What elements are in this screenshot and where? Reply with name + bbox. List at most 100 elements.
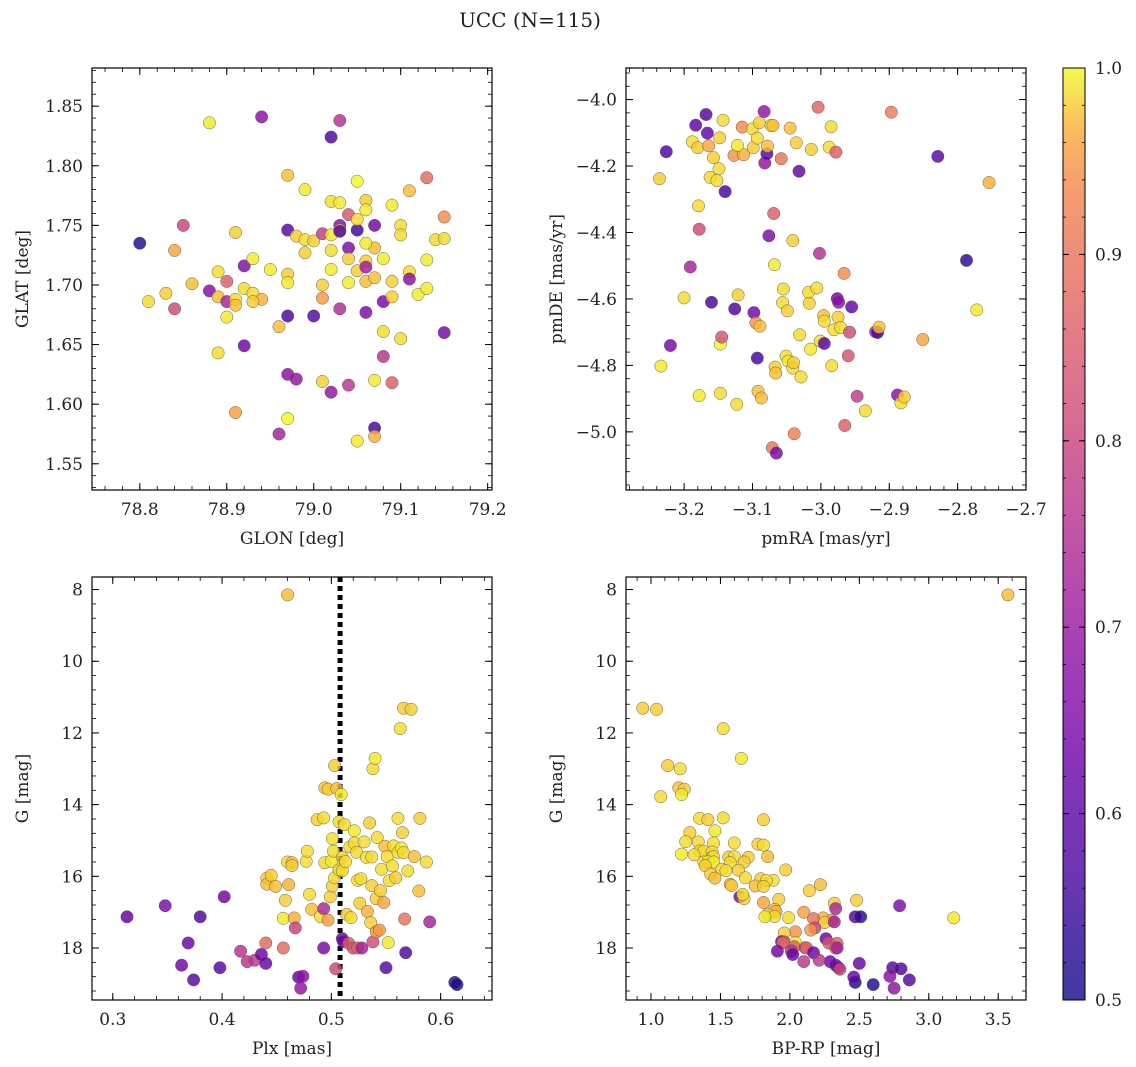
- y-tick-label: 1.80: [45, 157, 83, 177]
- data-point: [381, 936, 395, 950]
- data-point: [407, 850, 421, 864]
- data-point: [333, 224, 347, 238]
- data-point: [757, 896, 770, 909]
- data-point: [394, 228, 408, 242]
- y-tick-label: 1.60: [45, 395, 83, 415]
- data-point: [675, 847, 689, 861]
- data-point: [402, 184, 416, 198]
- axes-frame: [625, 576, 1027, 1001]
- data-point: [761, 139, 774, 153]
- x-tick-label: −3.2: [663, 500, 704, 520]
- data-point: [841, 349, 855, 363]
- x-axis-label: GLON [deg]: [240, 529, 344, 549]
- data-point: [285, 859, 299, 873]
- data-point: [838, 419, 852, 432]
- colorbar-tick-label: 0.5: [1095, 991, 1122, 1011]
- colorbar-frame: [1062, 67, 1086, 1001]
- colorbar-gradient: [1063, 68, 1085, 1000]
- data-point: [211, 265, 225, 279]
- y-axis-label: GLAT [deg]: [13, 230, 33, 328]
- x-tick-label: 79.1: [382, 500, 420, 520]
- data-point: [377, 896, 391, 909]
- data-point: [437, 210, 451, 224]
- data-point: [982, 176, 996, 190]
- data-point: [399, 946, 413, 960]
- data-point: [193, 910, 207, 924]
- data-point: [636, 701, 650, 715]
- data-point: [423, 915, 437, 929]
- y-tick-label: 14: [595, 796, 617, 816]
- figure-title: UCC (N=115): [459, 8, 601, 32]
- data-point: [757, 813, 770, 827]
- data-point: [872, 320, 886, 334]
- data-point: [832, 295, 846, 309]
- points-layer: [653, 100, 996, 460]
- data-point: [376, 325, 390, 338]
- data-point: [315, 291, 329, 305]
- x-tick-label: 1.0: [637, 1010, 664, 1030]
- data-point: [766, 119, 780, 132]
- data-point: [812, 953, 826, 967]
- data-point: [272, 320, 286, 334]
- data-point: [654, 790, 668, 804]
- points-layer: [133, 110, 451, 448]
- data-point: [281, 168, 295, 182]
- data-point: [829, 902, 843, 916]
- data-point: [281, 412, 295, 425]
- data-point: [701, 813, 715, 827]
- data-point: [338, 818, 351, 832]
- data-point: [391, 811, 405, 825]
- data-point: [133, 236, 147, 250]
- data-point: [960, 253, 973, 267]
- data-point: [120, 910, 134, 924]
- data-point: [404, 702, 418, 716]
- data-point: [317, 902, 331, 916]
- data-point: [368, 751, 382, 765]
- data-point: [708, 824, 722, 838]
- data-point: [420, 282, 434, 295]
- data-point: [359, 305, 373, 319]
- data-point: [229, 406, 242, 419]
- data-point: [298, 246, 312, 260]
- data-point: [379, 961, 393, 975]
- x-tick-label: −2.7: [1005, 500, 1046, 520]
- data-point: [420, 253, 434, 267]
- data-point: [255, 110, 269, 124]
- y-tick-label: 14: [61, 796, 83, 816]
- data-point: [783, 121, 797, 135]
- data-point: [718, 185, 732, 199]
- data-point: [334, 788, 348, 802]
- data-point: [824, 120, 838, 134]
- data-point: [315, 278, 329, 292]
- data-point: [700, 126, 714, 140]
- data-point: [317, 941, 331, 955]
- data-point: [264, 868, 278, 882]
- data-point: [259, 956, 273, 970]
- data-point: [359, 203, 373, 217]
- data-point: [296, 969, 310, 983]
- data-point: [653, 172, 666, 186]
- data-point: [246, 295, 260, 309]
- y-tick-label: 8: [606, 581, 617, 601]
- scatter-panel-plx-g: 0.3 0.4 0.5 0.6 8 10 12 14 16 18 Plx [mas] G [mag]: [13, 576, 493, 1059]
- plot-area: [626, 68, 1026, 490]
- data-point: [716, 811, 730, 825]
- data-point: [813, 878, 827, 892]
- y-tick-label: 1.85: [45, 97, 83, 117]
- y-tick-label: −4.0: [576, 91, 617, 111]
- y-tick-label: 10: [595, 652, 617, 672]
- data-point: [420, 171, 434, 185]
- data-point: [852, 956, 866, 970]
- y-tick-label: 1.70: [45, 276, 83, 296]
- data-point: [753, 319, 767, 333]
- data-point: [324, 130, 338, 144]
- data-point: [176, 218, 190, 232]
- axes-frame: [91, 576, 493, 1001]
- data-point: [385, 376, 399, 390]
- data-point: [767, 207, 781, 220]
- data-point: [288, 921, 302, 935]
- data-point: [683, 260, 697, 274]
- x-axis-label: BP-RP [mag]: [772, 1039, 881, 1059]
- data-point: [675, 788, 689, 802]
